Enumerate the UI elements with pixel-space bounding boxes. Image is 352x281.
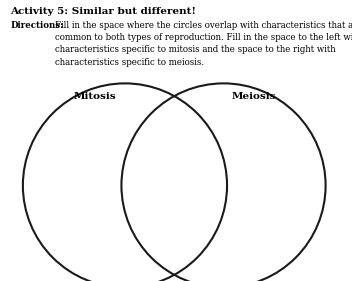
Text: Meiosis: Meiosis bbox=[231, 92, 276, 101]
Text: Directions:: Directions: bbox=[11, 21, 64, 30]
Text: Fill in the space where the circles overlap with characteristics that are
common: Fill in the space where the circles over… bbox=[55, 21, 352, 67]
Text: Mitosis: Mitosis bbox=[74, 92, 117, 101]
Text: Activity 5: Similar but different!: Activity 5: Similar but different! bbox=[11, 7, 196, 16]
